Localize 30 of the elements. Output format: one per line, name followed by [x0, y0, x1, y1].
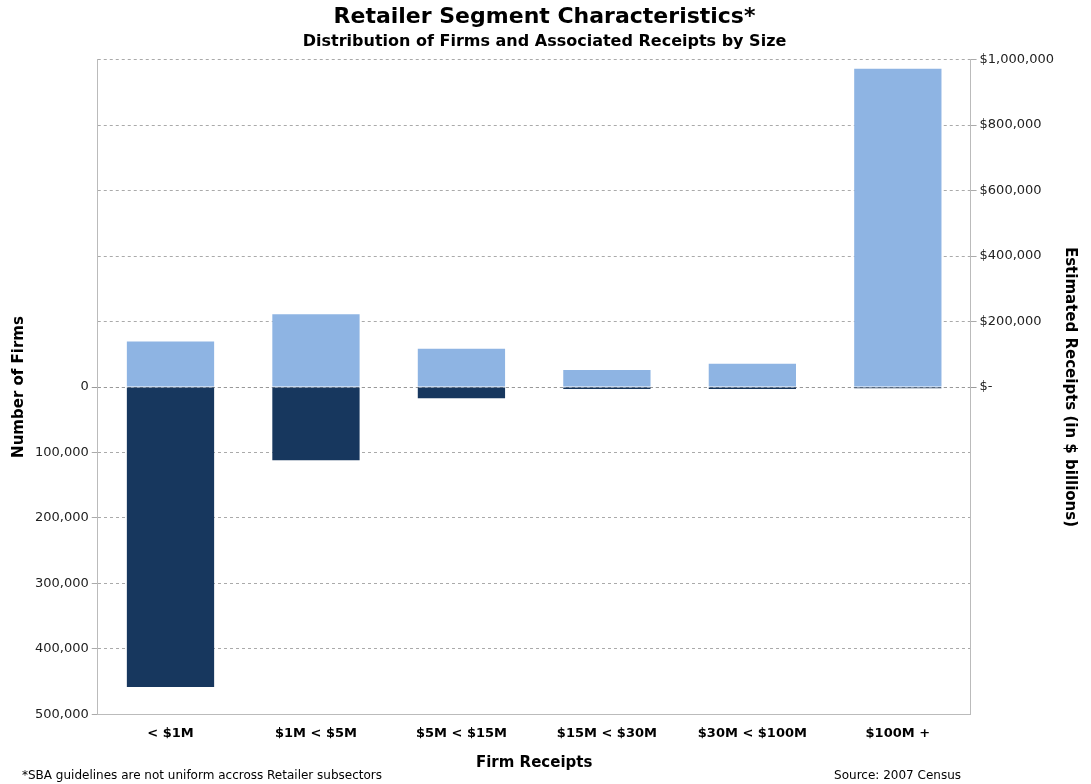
y-tick-label: 0 [80, 378, 89, 394]
y-tick-label: 400,000 [34, 640, 89, 656]
x-tick-label: $1M < $5M [274, 724, 357, 740]
bar [854, 68, 942, 387]
x-tick-label: $30M < $100M [697, 724, 807, 740]
x-axis-title: Firm Receipts [475, 752, 593, 771]
y-tick-label: 500,000 [34, 705, 89, 721]
y2-tick-label: $1,000,000 [979, 50, 1054, 66]
y-tick-label: 300,000 [34, 574, 89, 590]
x-tick-label: < $1M [147, 724, 194, 740]
source-note: Source: 2007 Census [834, 768, 961, 783]
y-axis-title: Number of Firms [8, 316, 27, 458]
bar [417, 387, 506, 399]
y-tick-label: 200,000 [34, 509, 89, 525]
y2-tick-label: $- [979, 378, 993, 394]
y2-tick-label: $400,000 [979, 247, 1042, 263]
x-tick-label: $5M < $15M [415, 724, 507, 740]
x-tick-label: $100M + [865, 724, 931, 740]
y2-tick-label: $200,000 [979, 312, 1042, 328]
y2-tick-label: $800,000 [979, 116, 1042, 132]
y-tick-label: 100,000 [34, 443, 89, 459]
y2-axis-title: Estimated Receipts (in $ billions) [1062, 246, 1081, 528]
bar [708, 363, 797, 387]
x-tick-label: $15M < $30M [556, 724, 657, 740]
chart-title: Retailer Segment Characteristics* [333, 2, 756, 28]
bar [126, 341, 215, 387]
text: *SBA guidelines are not uniform accross Retailer subsectors [22, 768, 383, 783]
bar [563, 369, 651, 387]
chart-subtitle: Distribution of Firms and Associated Receipts by Size [302, 31, 787, 51]
y2-tick-label: $600,000 [979, 181, 1042, 197]
